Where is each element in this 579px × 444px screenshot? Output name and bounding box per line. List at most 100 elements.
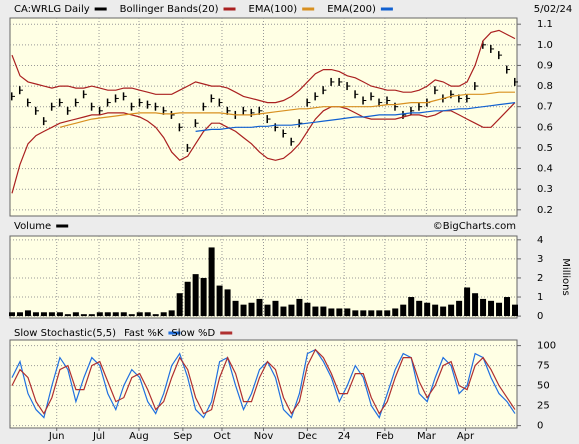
- volume-bar: [248, 302, 255, 317]
- volume-bar: [392, 308, 399, 317]
- legend-swatch: [220, 331, 233, 335]
- volume-bar: [376, 310, 383, 317]
- volume-bar: [160, 312, 167, 317]
- volume-bar: [168, 310, 175, 317]
- price-bar: [218, 98, 221, 107]
- volume-bar: [184, 281, 191, 317]
- volume-bar: [216, 285, 223, 317]
- price-bar: [362, 96, 364, 105]
- y-tick-label: 0.3: [537, 184, 553, 195]
- price-bar: [250, 108, 253, 117]
- price-bar: [410, 106, 412, 115]
- price-bar: [314, 92, 316, 101]
- ema-line: [195, 102, 516, 132]
- x-tick-label: Apr: [457, 431, 475, 442]
- volume-bar: [384, 310, 391, 317]
- price-bar: [74, 98, 77, 107]
- price-bar: [354, 90, 356, 99]
- volume-bar: [304, 302, 311, 317]
- price-bar: [11, 92, 13, 101]
- watermark: ©BigCharts.com: [433, 221, 516, 232]
- legend-swatch: [168, 331, 181, 335]
- x-tick-label: Nov: [254, 431, 274, 442]
- ema-line: [59, 91, 515, 128]
- price-bar: [474, 82, 476, 91]
- legend-swatch: [302, 7, 315, 11]
- y-tick-label: 0.8: [537, 81, 553, 92]
- volume-bar: [200, 277, 207, 317]
- y-tick-label: 2: [537, 273, 543, 284]
- volume-bar: [432, 304, 439, 317]
- price-bar: [298, 119, 300, 128]
- price-bar: [306, 98, 308, 107]
- price-bar: [466, 94, 468, 103]
- y-tick-label: 1: [537, 292, 543, 303]
- price-bar: [282, 129, 284, 138]
- y-tick-label: 0: [537, 311, 543, 322]
- price-bar: [506, 65, 508, 74]
- volume-bar: [112, 312, 119, 317]
- y-tick-label: 100: [537, 341, 556, 352]
- volume-bar: [480, 298, 487, 317]
- band-upper: [11, 29, 516, 104]
- price-bar: [338, 77, 340, 86]
- volume-bar: [104, 312, 111, 317]
- volume-bar: [136, 312, 143, 317]
- x-tick-label: Mar: [417, 431, 437, 442]
- price-bar: [50, 102, 53, 111]
- price-bar: [402, 110, 404, 119]
- band-lower: [11, 102, 516, 194]
- volume-bar: [32, 312, 39, 317]
- volume-bar: [40, 312, 47, 317]
- price-bar: [490, 44, 492, 53]
- volume-bar: [208, 247, 215, 317]
- volume-bar: [400, 304, 407, 317]
- y-tick-label: 1.0: [537, 40, 553, 51]
- panel: [9, 235, 518, 319]
- volume-bar: [128, 314, 135, 317]
- price-bar: [106, 98, 109, 107]
- volume-bar: [232, 300, 239, 317]
- volume-bar: [312, 306, 319, 317]
- legend-swatch: [223, 7, 236, 11]
- price-bar: [154, 102, 157, 111]
- volume-bar: [24, 310, 31, 317]
- price-bar: [58, 98, 61, 107]
- volume-bar: [240, 304, 247, 317]
- x-tick-label: 24: [338, 431, 351, 442]
- x-tick-label: Oct: [213, 431, 230, 442]
- y-tick-label: 0.7: [537, 102, 553, 113]
- price-bar: [210, 94, 213, 103]
- volume-bar: [296, 298, 303, 317]
- volume-bar: [456, 300, 463, 317]
- price-bar: [170, 110, 173, 119]
- volume-bar: [64, 314, 71, 317]
- volume-bar: [48, 312, 55, 317]
- price-bar: [162, 106, 165, 115]
- x-tick-label: Sep: [173, 431, 192, 442]
- volume-bar: [56, 312, 63, 317]
- volume-bar: [440, 306, 447, 317]
- volume-bar: [152, 314, 159, 317]
- price-bar: [290, 137, 292, 146]
- volume-bar: [416, 300, 423, 317]
- price-bar: [322, 86, 324, 95]
- volume-bar: [9, 312, 15, 317]
- price-bar: [514, 77, 516, 86]
- price-bar: [178, 123, 181, 132]
- stochastic-line: [11, 348, 516, 415]
- price-bar: [274, 123, 276, 132]
- volume-bar: [512, 304, 518, 317]
- price-bar: [66, 106, 69, 115]
- x-tick-label: Aug: [129, 431, 149, 442]
- price-bar: [18, 86, 21, 95]
- volume-bar: [448, 304, 455, 317]
- legend-label: Slow %D: [171, 328, 215, 339]
- price-bar: [202, 102, 205, 111]
- price-bar: [394, 102, 396, 111]
- volume-bar: [16, 312, 23, 317]
- stochastic-line: [11, 348, 516, 419]
- y-tick-label: 0: [537, 421, 543, 432]
- price-bar: [434, 86, 436, 95]
- y-tick-label: 1.1: [537, 19, 553, 30]
